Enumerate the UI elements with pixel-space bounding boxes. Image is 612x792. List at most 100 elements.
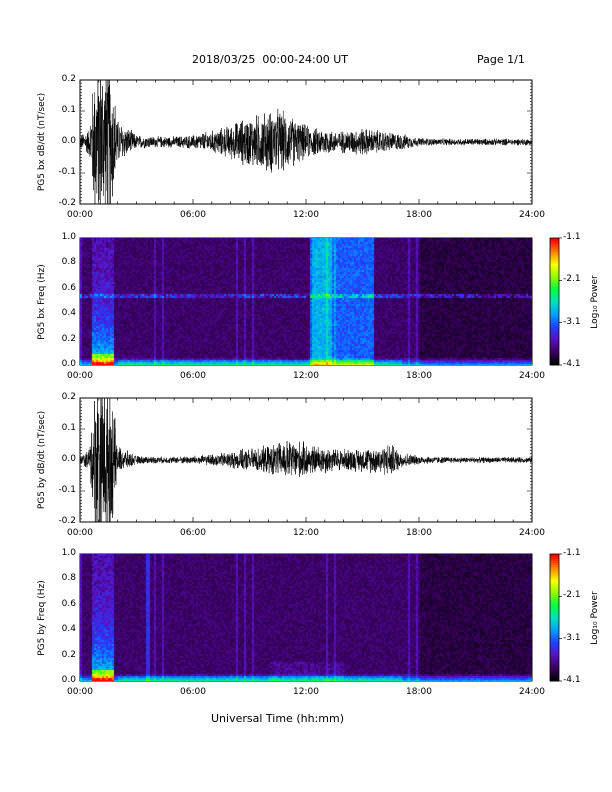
y-axis-label: PG5 bx Freq (Hz)	[37, 263, 47, 340]
y-tick-label: 0.4	[61, 624, 76, 635]
colorbar-segment	[550, 664, 559, 667]
colorbar-segment	[550, 280, 559, 283]
y-tick-label: 0.4	[61, 308, 76, 319]
colorbar-segment	[550, 600, 559, 604]
colorbar-segment	[550, 573, 559, 576]
colorbar-segment	[550, 672, 559, 676]
colorbar-segment	[550, 250, 559, 254]
colorbar-segment	[550, 579, 559, 583]
colorbar-segment	[550, 303, 559, 307]
colorbar-tick-label: -2.1	[563, 590, 581, 601]
colorbar-segment	[550, 248, 559, 252]
colorbar-segment	[550, 257, 559, 260]
colorbar-segment	[550, 554, 559, 557]
colorbar-segment	[550, 581, 559, 585]
colorbar-frame	[549, 237, 560, 366]
y-axis-label: PG5 bx dB/dt (nT/sec)	[37, 92, 47, 192]
colorbar-segment	[550, 286, 559, 290]
colorbar-segment	[550, 640, 559, 644]
y-tick-label: -0.2	[58, 198, 76, 208]
colorbar-segment	[550, 318, 559, 322]
colorbar-segment	[550, 602, 559, 606]
colorbar-segment	[550, 636, 559, 640]
colorbar-segment	[550, 653, 559, 657]
waveform-trace	[80, 80, 532, 204]
colorbar-tick-label: -1.1	[563, 232, 581, 242]
colorbar-tick-label: -2.1	[563, 274, 581, 285]
colorbar-segment	[550, 348, 559, 351]
colorbar-segment	[550, 577, 559, 580]
colorbar-segment	[550, 615, 559, 618]
colorbar-tick-label: -4.1	[563, 675, 581, 685]
colorbar-segment	[550, 634, 559, 638]
colorbar-tick-label: -4.1	[563, 359, 581, 369]
x-tick-label: 24:00	[519, 687, 545, 697]
colorbar-segment	[550, 329, 559, 332]
colorbar-segment	[550, 604, 559, 608]
spectrogram-image	[80, 554, 532, 681]
colorbar-segment	[550, 312, 559, 315]
colorbar-segment	[550, 632, 559, 635]
colorbar-segment	[550, 326, 559, 330]
x-tick-label: 06:00	[180, 210, 206, 220]
colorbar-segment	[550, 333, 559, 336]
colorbar-segment	[550, 295, 559, 298]
colorbar-segment	[550, 594, 559, 597]
colorbar-segment	[550, 246, 559, 250]
colorbar-segment	[550, 556, 559, 559]
colorbar-segment	[550, 254, 559, 258]
colorbar-segment	[550, 598, 559, 602]
colorbar-label: Log₁₀ Power	[590, 590, 600, 645]
x-tick-label: 18:00	[406, 371, 432, 381]
colorbar-segment	[550, 244, 559, 247]
colorbar-segment	[550, 301, 559, 305]
colorbar-segment	[550, 668, 559, 671]
y-tick-label: 0.1	[61, 105, 76, 115]
colorbar-segment	[550, 647, 559, 650]
colorbar	[549, 553, 562, 682]
colorbar-segment	[550, 642, 559, 646]
colorbar-segment	[550, 293, 559, 296]
colorbar-segment	[550, 309, 559, 313]
colorbar-segment	[550, 271, 559, 275]
y-tick-label: 0.2	[61, 392, 76, 402]
colorbar-segment	[550, 358, 559, 362]
x-tick-label: 18:00	[406, 210, 432, 220]
colorbar-segment	[550, 596, 559, 599]
colorbar-segment	[550, 666, 559, 669]
page-number: Page 1/1	[477, 53, 525, 66]
x-tick-label: 00:00	[67, 210, 93, 220]
colorbar-segment	[550, 606, 559, 610]
y-tick-label: 0.0	[61, 675, 76, 685]
colorbar-segment	[550, 350, 559, 353]
panel-by-waveform	[79, 397, 533, 523]
y-tick-label: 0.0	[61, 136, 76, 146]
colorbar-segment	[550, 568, 559, 572]
colorbar-segment	[550, 362, 559, 366]
y-tick-label: -0.2	[58, 516, 76, 526]
colorbar-segment	[550, 625, 559, 629]
colorbar-segment	[550, 242, 559, 245]
x-tick-label: 06:00	[180, 687, 206, 697]
colorbar-segment	[550, 290, 559, 294]
colorbar-segment	[550, 670, 559, 674]
x-tick-label: 00:00	[67, 371, 93, 381]
colorbar-segment	[550, 645, 559, 648]
x-tick-label: 18:00	[406, 687, 432, 697]
y-tick-label: 0.2	[61, 74, 76, 84]
colorbar-frame	[549, 553, 560, 682]
spectrogram-image	[80, 238, 532, 365]
y-tick-label: 0.6	[61, 282, 76, 293]
colorbar-segment	[550, 649, 559, 652]
x-tick-label: 12:00	[293, 371, 319, 381]
colorbar-segment	[550, 273, 559, 277]
panel-bx-waveform	[79, 79, 533, 205]
x-tick-label: 00:00	[67, 687, 93, 697]
colorbar-segment	[550, 613, 559, 616]
colorbar-segment	[550, 331, 559, 334]
colorbar-segment	[550, 611, 559, 614]
colorbar-segment	[550, 335, 559, 338]
colorbar-segment	[550, 354, 559, 358]
colorbar-segment	[550, 592, 559, 595]
colorbar-segment	[550, 678, 559, 682]
